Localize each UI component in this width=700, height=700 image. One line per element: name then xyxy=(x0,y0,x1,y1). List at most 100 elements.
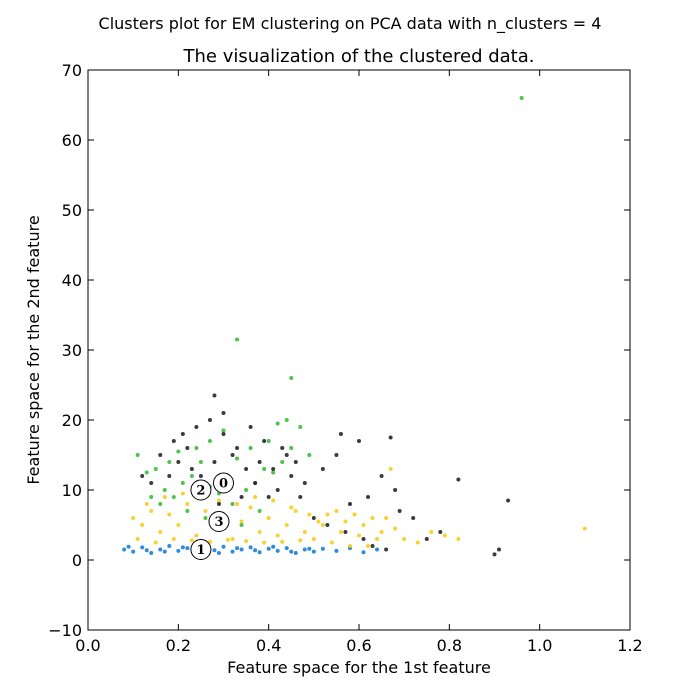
cluster-3-point xyxy=(442,533,447,538)
cluster-0-point xyxy=(271,467,276,471)
cluster-1-point xyxy=(162,549,167,554)
cluster-0-point xyxy=(397,509,402,513)
cluster-2-point xyxy=(207,439,212,443)
cluster-0-point xyxy=(189,467,194,471)
cluster-2-point xyxy=(221,428,226,433)
cluster-3-point xyxy=(167,512,172,517)
cluster-0-point xyxy=(334,453,339,457)
cluster-1-point xyxy=(361,550,366,555)
chart-suptitle: Clusters plot for EM clustering on PCA d… xyxy=(99,14,602,34)
cluster-0-point xyxy=(311,516,316,520)
cluster-1-point xyxy=(257,550,262,555)
cluster-2-point xyxy=(262,467,267,471)
cluster-2-point xyxy=(275,421,280,426)
cluster-2-point xyxy=(176,449,181,454)
cluster-0-point xyxy=(140,474,145,478)
cluster-1-point xyxy=(221,544,226,549)
cluster-3-point xyxy=(257,530,262,534)
cluster-0-point xyxy=(456,477,461,482)
cluster-1-point xyxy=(176,548,181,553)
cluster-2-point xyxy=(257,509,262,513)
y-tick-label: 40 xyxy=(62,271,82,290)
cluster-3-point xyxy=(429,530,434,534)
cluster-2-point xyxy=(235,456,240,461)
cluster-3-point xyxy=(343,519,348,524)
cluster-3-point xyxy=(271,498,276,503)
cluster-1-point xyxy=(185,546,190,551)
cluster-3-point xyxy=(230,537,235,541)
x-tick-label: 0.4 xyxy=(256,636,281,655)
cluster-3-point xyxy=(325,512,330,517)
cluster-3-point xyxy=(329,540,334,545)
cluster-2-point xyxy=(307,453,312,457)
cluster-3-point xyxy=(456,537,461,541)
cluster-3-point xyxy=(352,512,357,517)
cluster-0-point xyxy=(284,453,289,457)
cluster-0-point xyxy=(185,446,190,450)
cluster-3-point xyxy=(153,540,158,545)
cluster-0-point xyxy=(262,439,267,443)
cluster-1-point xyxy=(293,551,298,555)
cluster-3-point xyxy=(239,519,244,524)
cluster-2-point xyxy=(185,509,190,513)
cluster-3-point xyxy=(189,538,194,543)
cluster-3-point xyxy=(284,523,289,527)
cluster-0-point xyxy=(320,467,325,471)
cluster-0-point xyxy=(492,552,497,557)
cluster-2-point xyxy=(298,425,303,429)
cluster-2-point xyxy=(284,418,289,422)
cluster-3-point xyxy=(149,509,154,513)
cluster-1-point xyxy=(307,546,312,551)
cluster-3-point xyxy=(289,505,294,510)
cluster-0-point xyxy=(149,481,154,485)
cluster-3-point xyxy=(266,516,271,520)
cluster-0-point xyxy=(171,439,176,443)
centroid-label: 0 xyxy=(219,477,228,492)
cluster-0-point xyxy=(411,516,416,520)
cluster-3-point xyxy=(357,533,361,538)
centroid-label: 3 xyxy=(214,515,223,530)
cluster-3-point xyxy=(582,526,587,531)
cluster-1-point xyxy=(122,547,127,552)
cluster-0-point xyxy=(248,425,253,429)
cluster-3-point xyxy=(402,537,407,541)
cluster-2-point xyxy=(189,474,194,478)
cluster-3-point xyxy=(158,530,163,534)
cluster-2-point xyxy=(230,502,235,506)
cluster-1-point xyxy=(289,549,294,554)
cluster-0-point xyxy=(239,495,244,499)
cluster-3-point xyxy=(144,502,149,506)
centroid-label: 1 xyxy=(196,543,205,558)
y-tick-label: 50 xyxy=(62,201,82,220)
cluster-3-point xyxy=(135,537,140,541)
x-tick-label: 1.2 xyxy=(617,636,642,655)
cluster-3-point xyxy=(194,533,199,538)
x-tick-label: 0.2 xyxy=(166,636,191,655)
cluster-3-point xyxy=(379,530,384,534)
cluster-0-point xyxy=(388,435,393,440)
cluster-1-point xyxy=(180,545,185,550)
cluster-3-point xyxy=(248,505,253,510)
cluster-1-point xyxy=(230,549,235,554)
x-tick-label: 0.8 xyxy=(437,636,462,655)
cluster-0-point xyxy=(347,502,352,506)
cluster-2-point xyxy=(289,446,294,450)
cluster-1-point xyxy=(311,549,316,554)
cluster-0-point xyxy=(506,498,511,503)
cluster-0-point xyxy=(194,425,199,429)
cluster-2-point xyxy=(235,337,240,342)
centroid-marker-2: 2 xyxy=(190,479,212,501)
cluster-0-point xyxy=(198,474,203,478)
cluster-3-point xyxy=(216,498,221,503)
cluster-3-point xyxy=(244,539,249,544)
y-axis-label: Feature space for the 2nd feature xyxy=(24,215,43,484)
cluster-3-point xyxy=(171,537,176,541)
cluster-0-point xyxy=(438,530,443,534)
cluster-3-point xyxy=(162,495,167,499)
cluster-0-point xyxy=(384,547,389,552)
cluster-3-point xyxy=(366,544,371,548)
cluster-0-point xyxy=(393,488,398,492)
cluster-0-point xyxy=(176,460,181,464)
y-tick-label: 10 xyxy=(62,481,82,500)
cluster-3-point xyxy=(185,502,190,506)
